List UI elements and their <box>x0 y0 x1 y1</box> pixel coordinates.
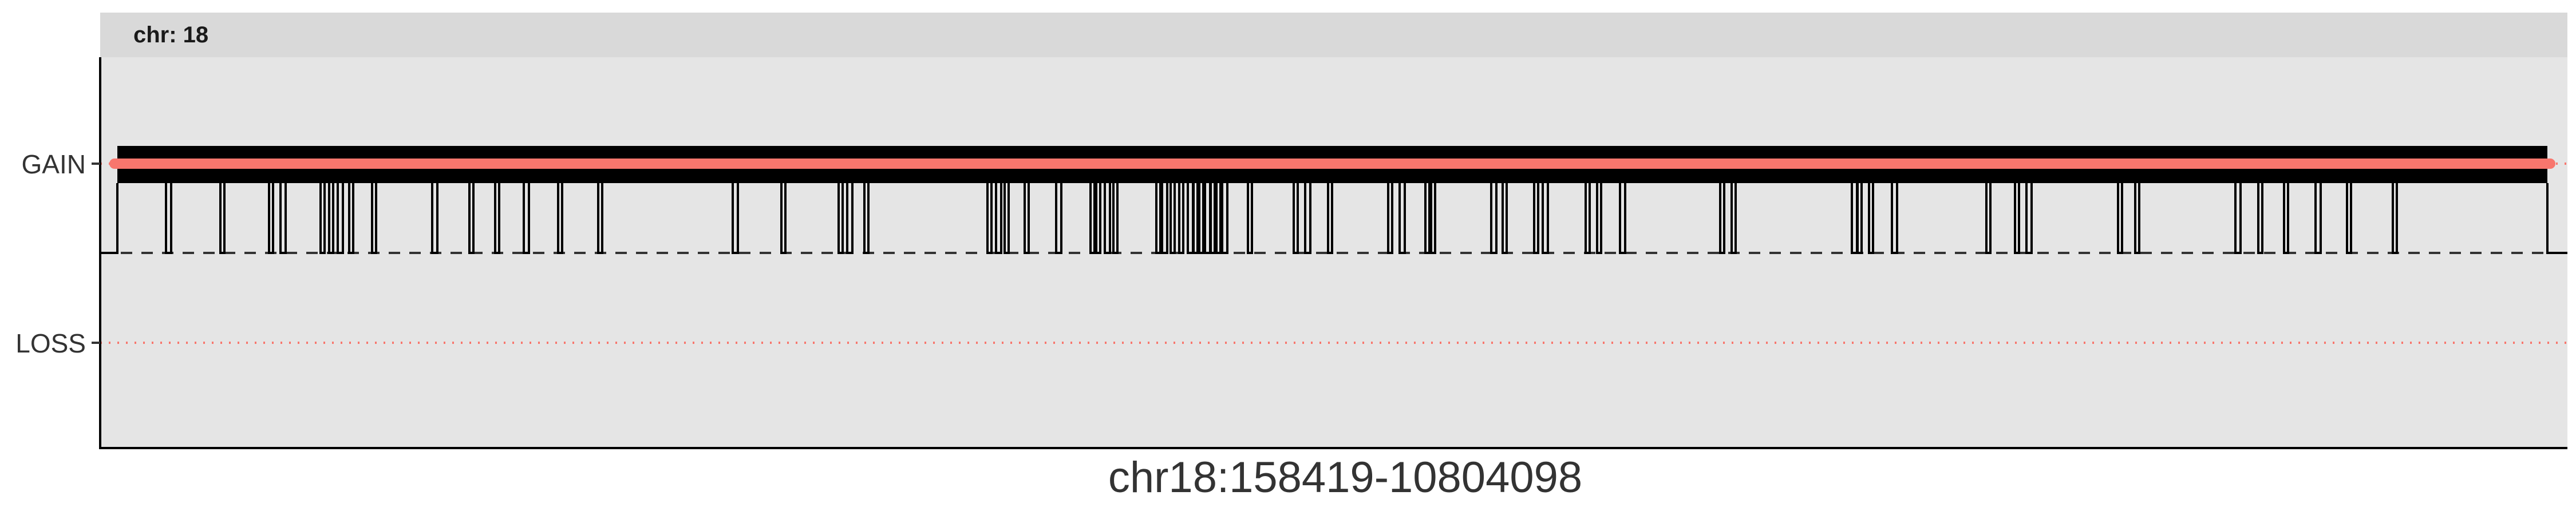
signal-dip <box>1891 183 1898 254</box>
signal-dip <box>1104 183 1111 254</box>
signal-dip <box>1502 183 1508 254</box>
signal-dip <box>995 183 1002 254</box>
signal-dip <box>1112 183 1119 254</box>
signal-dip <box>1247 183 1253 254</box>
signal-dip <box>1327 183 1333 254</box>
signal-dip <box>165 183 172 254</box>
signal-dip <box>863 183 870 254</box>
signal-dip <box>1293 183 1299 254</box>
signal-dip <box>1868 183 1874 254</box>
signal-dip <box>2117 183 2123 254</box>
signal-dip <box>1430 183 1436 254</box>
x-axis-title: chr18:158419-10804098 <box>1108 453 1582 502</box>
signal-edge <box>100 183 118 254</box>
signal-dip <box>1730 183 1737 254</box>
signal-dip <box>780 183 787 254</box>
signal-dip <box>494 183 500 254</box>
signal-dip <box>431 183 438 254</box>
signal-dip <box>468 183 475 254</box>
signal-dip <box>1215 183 1222 254</box>
signal-dip <box>1985 183 1992 254</box>
signal-dip <box>2314 183 2322 254</box>
signal-dip <box>2234 183 2242 254</box>
signal-dip <box>732 183 739 254</box>
signal-dip <box>1155 183 1161 254</box>
signal-dip <box>1424 183 1431 254</box>
signal-dip <box>371 183 377 254</box>
signal-dip <box>268 183 274 254</box>
plot-panel <box>100 57 2567 448</box>
facet-strip <box>100 13 2567 57</box>
signal-dip <box>2392 183 2398 254</box>
signal-dip <box>328 183 334 254</box>
signal-dip <box>2014 183 2020 254</box>
signal-dip <box>319 183 326 254</box>
signal-dip <box>1221 183 1228 254</box>
facet-strip-label: chr: 18 <box>133 22 208 47</box>
signal-dip <box>2283 183 2289 254</box>
signal-dip <box>1161 183 1168 254</box>
signal-dip <box>1095 183 1101 254</box>
signal-dip <box>2346 183 2352 254</box>
signal-dip <box>986 183 993 254</box>
signal-dip <box>1585 183 1591 254</box>
signal-edge <box>2546 183 2567 254</box>
signal-dip <box>1003 183 1010 254</box>
signal-dip <box>219 183 226 254</box>
signal-dip <box>1192 183 1199 254</box>
signal-dip <box>1178 183 1184 254</box>
signal-dip <box>837 183 844 254</box>
signal-dip <box>1856 183 1863 254</box>
signal-dip <box>1170 183 1176 254</box>
signal-dip <box>1024 183 1030 254</box>
signal-dip <box>1055 183 1062 254</box>
y-tick-label-loss: LOSS <box>15 328 86 358</box>
y-tick-label-gain: GAIN <box>22 149 86 179</box>
signal-dip <box>279 183 287 254</box>
signal-dip <box>1398 183 1406 254</box>
signal-dip <box>1490 183 1498 254</box>
signal-dip <box>1387 183 1393 254</box>
signal-dip <box>2134 183 2140 254</box>
signal-dip <box>1719 183 1725 254</box>
signal-dip <box>1304 183 1311 254</box>
signal-dip <box>1596 183 1602 254</box>
signal-dip <box>348 183 354 254</box>
signal-dip <box>1210 183 1216 254</box>
signal-dip <box>523 183 530 254</box>
signal-dip <box>1619 183 1626 254</box>
signal-dip <box>597 183 603 254</box>
signal-dip <box>1089 183 1096 254</box>
signal-dip <box>846 183 854 254</box>
signal-dip <box>1542 183 1549 254</box>
signal-dip <box>2025 183 2033 254</box>
signal-dip <box>2257 183 2263 254</box>
signal-dip <box>1533 183 1539 254</box>
signal-dip <box>1198 183 1204 254</box>
signal-dip <box>557 183 563 254</box>
signal-dip <box>337 183 344 254</box>
